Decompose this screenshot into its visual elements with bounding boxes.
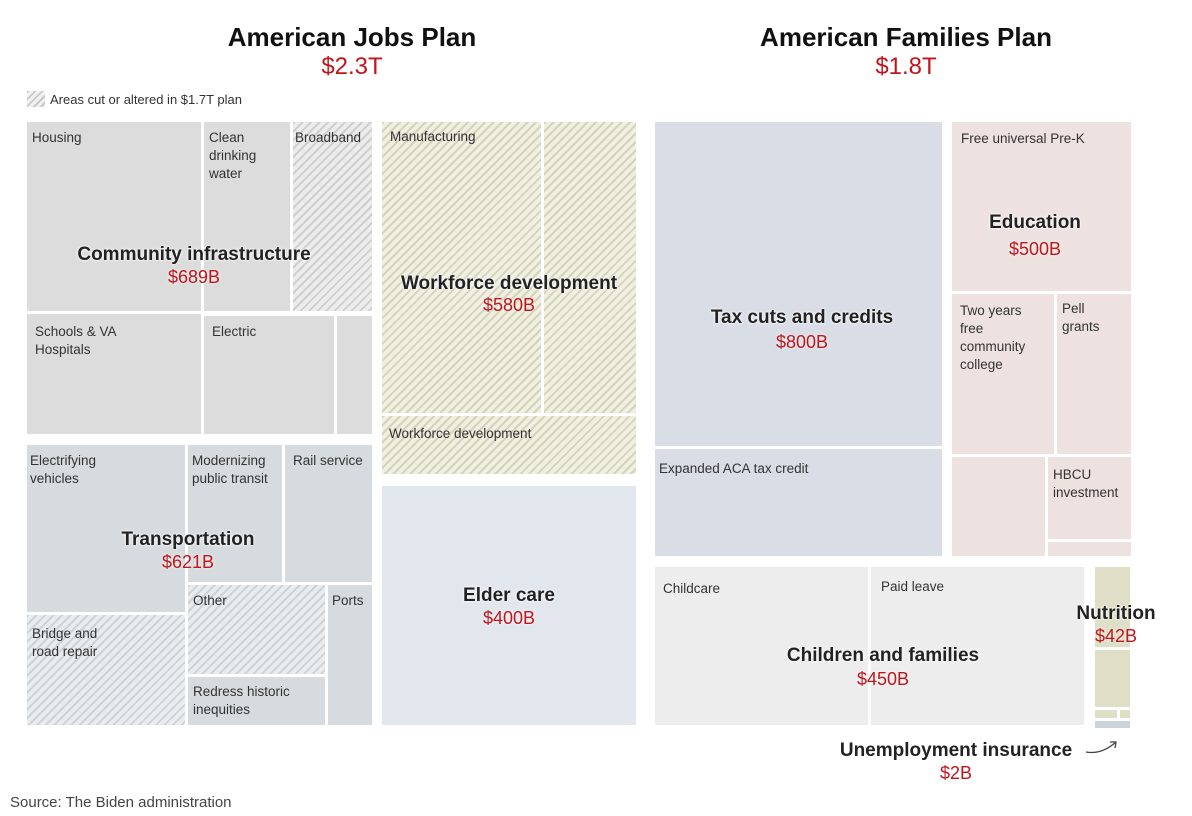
- treemap-cell-other: Other: [188, 585, 325, 674]
- category-value-education: $500B: [1008, 239, 1062, 259]
- treemap-cell-schools: Schools & VA Hospitals: [27, 314, 201, 434]
- cell-label: Rail service: [293, 453, 363, 468]
- legend-label: Areas cut or altered in $1.7T plan: [50, 91, 242, 107]
- category-value-transport: $621B: [161, 552, 215, 572]
- cell-label: Paid leave: [881, 579, 945, 594]
- treemap-cell-edu-small: [1048, 542, 1131, 556]
- category-name-transport: Transportation: [121, 529, 255, 550]
- treemap-cell-paid-leave: Paid leave: [871, 567, 1084, 725]
- cell-label: Childcare: [663, 581, 721, 596]
- treemap-cell-ports: Ports: [328, 585, 372, 725]
- category-name-elder: Elder care: [463, 585, 555, 606]
- treemap-cell-workforce-sub: Workforce development: [382, 416, 636, 474]
- treemap-cell-manufacturing: Manufacturing: [382, 122, 541, 413]
- cell-label: Free universal Pre-K: [961, 131, 1085, 146]
- treemap-cell-redress: Redress historic inequities: [188, 677, 325, 725]
- treemap-cell-hbcu: HBCU investment: [1048, 457, 1131, 539]
- cell-label: HBCU investment: [1053, 467, 1119, 500]
- cell-label: Pell grants: [1062, 301, 1100, 334]
- category-value-unemployment: $2B: [939, 763, 973, 783]
- treemap-cell-elder-care: [382, 486, 636, 725]
- treemap-cell-pell: Pell grants: [1057, 294, 1131, 454]
- category-value-workforce: $580B: [482, 295, 536, 315]
- treemap-cell-broadband: Broadband: [293, 122, 372, 311]
- treemap-cell-bridge: Bridge and road repair: [27, 615, 185, 725]
- category-value-community: $689B: [167, 267, 221, 287]
- families-plan-total: $1.8T: [875, 53, 937, 80]
- cell-label: Clean drinking water: [209, 130, 257, 181]
- treemap-cell-rail: Rail service: [285, 445, 372, 582]
- category-name-workforce: Workforce development: [400, 273, 618, 294]
- treemap-cell-ev: Electrifying vehicles: [27, 445, 185, 612]
- category-value-tax: $800B: [775, 332, 829, 352]
- treemap-cell-nutrition-4: [1120, 710, 1130, 718]
- treemap-cell-transit: Modernizing public transit: [188, 445, 282, 582]
- treemap-cell-childcare: Childcare: [655, 567, 868, 725]
- arrow-icon: [1085, 741, 1117, 754]
- cell-label: Redress historic inequities: [193, 684, 290, 717]
- cell-label: Two years free community college: [960, 303, 1026, 372]
- cell-label: Broadband: [295, 130, 362, 145]
- treemap-cell-aca: Expanded ACA tax credit: [655, 449, 942, 556]
- treemap-cell-unemployment: [1095, 721, 1130, 728]
- treemap-cell-manufacturing-2: [544, 122, 636, 413]
- category-name-unemployment: Unemployment insurance: [839, 740, 1073, 761]
- category-value-children: $450B: [856, 669, 910, 689]
- category-value-elder: $400B: [482, 608, 536, 628]
- treemap-cell-nutrition-3: [1095, 710, 1117, 718]
- cell-label: Electric: [212, 324, 257, 339]
- cell-label: Housing: [32, 130, 82, 145]
- treemap-cell-electric: Electric: [204, 316, 334, 434]
- treemap-cell-nutrition-2: [1095, 650, 1130, 707]
- category-name-nutrition: Nutrition: [1076, 603, 1156, 624]
- treemap-cell-prek: Free universal Pre-K: [952, 122, 1131, 291]
- cell-label: Manufacturing: [390, 129, 476, 144]
- category-name-education: Education: [989, 212, 1081, 233]
- hatch-swatch: [27, 91, 45, 107]
- category-name-community: Community infrastructure: [77, 244, 311, 265]
- cell-label: Bridge and road repair: [32, 626, 98, 659]
- cell-label: Schools & VA Hospitals: [35, 324, 116, 357]
- legend: Areas cut or altered in $1.7T plan: [27, 91, 242, 107]
- treemap-cell-college: Two years free community college: [952, 294, 1054, 454]
- cell-label: Electrifying vehicles: [30, 453, 97, 486]
- category-value-nutrition: $42B: [1094, 626, 1138, 646]
- cell-label: Ports: [332, 593, 364, 608]
- cell-label: Modernizing public transit: [192, 453, 268, 486]
- category-name-tax: Tax cuts and credits: [710, 307, 894, 328]
- jobs-plan-total: $2.3T: [321, 53, 383, 80]
- treemap-cell-clean-water: Clean drinking water: [204, 122, 290, 311]
- cell-label: Expanded ACA tax credit: [659, 461, 809, 476]
- source-note: Source: The Biden administration: [10, 794, 232, 811]
- cell-label: Workforce development: [389, 426, 532, 441]
- jobs-plan-title: American Jobs Plan: [227, 22, 477, 52]
- treemap-cell-community-other: [337, 316, 372, 434]
- families-plan-title: American Families Plan: [760, 22, 1052, 52]
- treemap-cell-housing: Housing: [27, 122, 201, 311]
- category-name-children: Children and families: [786, 645, 980, 666]
- treemap-cell-tax-cuts: [655, 122, 942, 446]
- treemap-cell-nutrition-1: [1095, 567, 1130, 647]
- treemap-cell-edu-other: [952, 457, 1045, 556]
- cell-label: Other: [193, 593, 227, 608]
